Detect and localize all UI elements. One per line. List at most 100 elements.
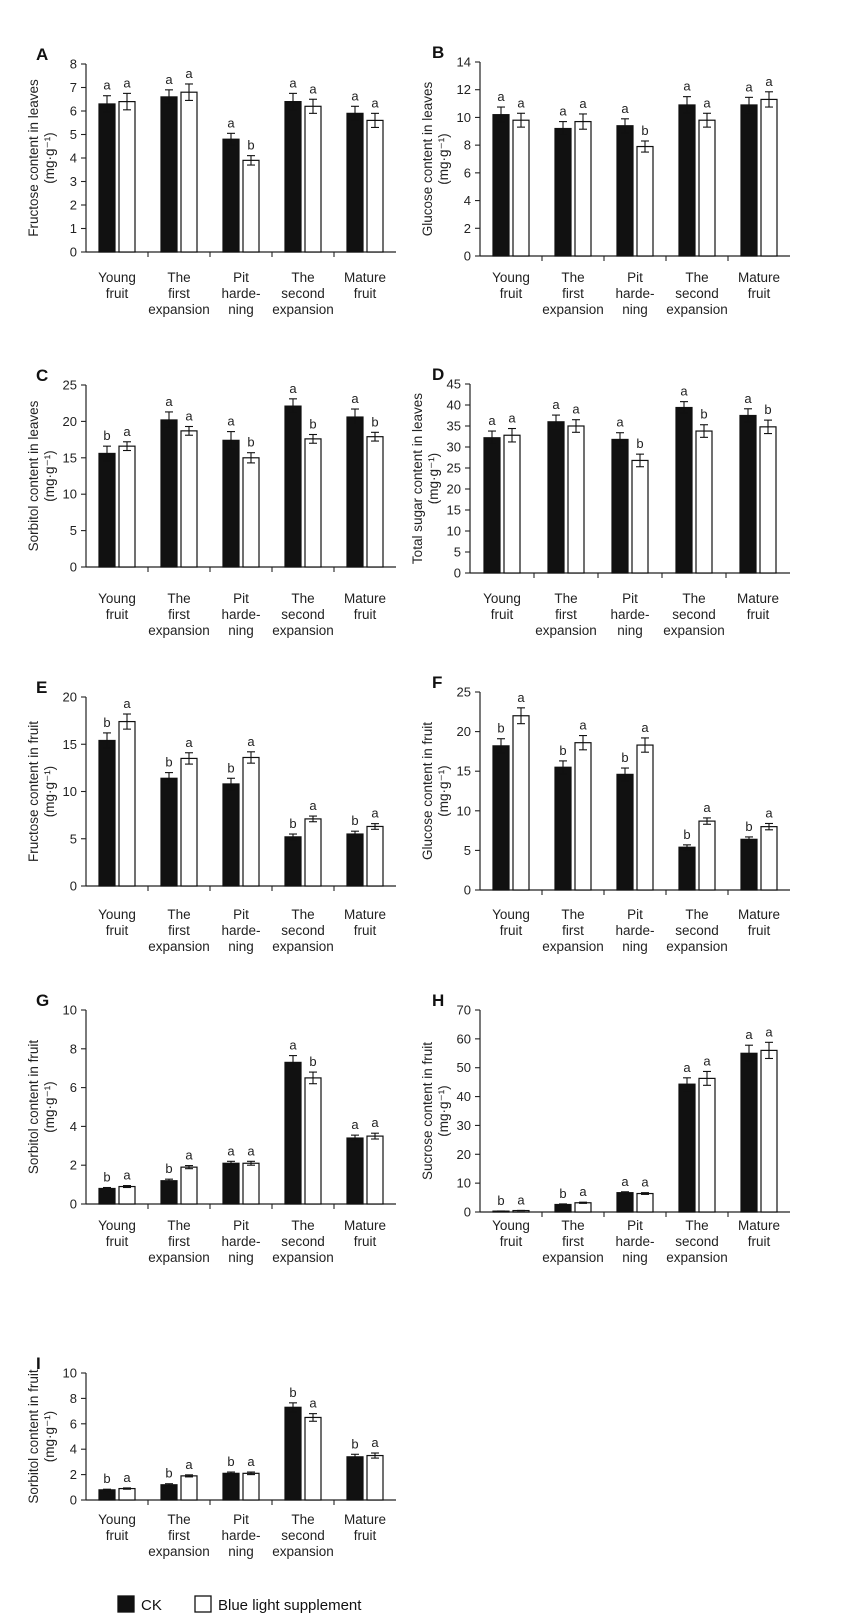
errorbar-a-blue-2 [247,155,255,166]
category-label-e-2: Pit harde-ning [221,907,260,954]
bar-i-ck-4 [346,1456,364,1501]
sig-letter-a-ck-4: a [351,88,359,103]
sig-letter-g-ck-3: a [289,1038,297,1053]
chart-d: D Total sugar content in leaves (mg·g⁻¹) 0 5… [410,365,790,638]
bar-f-blue-2 [636,744,654,891]
category-line: The [167,907,190,922]
errorbar-d-blue-3 [700,424,708,438]
errorbar-f-blue-0 [517,707,525,725]
category-line: Young [98,907,136,922]
bar-b-ck-3 [678,104,696,257]
category-line: The [167,1218,190,1233]
category-label-d-2: Pit harde-ning [610,591,649,638]
errorbar-a-ck-1 [165,89,173,105]
category-line: fruit [748,286,771,301]
category-line: second [281,1234,325,1249]
category-line: expansion [666,1250,728,1265]
bar-b-blue-4 [760,98,778,257]
ytick-label-h-0: 0 [464,1205,471,1220]
bar-b-blue-0 [512,119,530,257]
category-line: fruit [748,923,771,938]
sig-letter-e-ck-3: b [289,816,296,831]
bar-c-ck-0 [98,452,116,568]
errorbar-g-ck-2 [227,1160,235,1166]
category-line: harde- [221,1234,260,1249]
sig-letter-g-ck-2: a [227,1143,235,1158]
bar-a-blue-1 [180,91,198,253]
category-label-e-4: Mature fruit [344,907,386,938]
category-label-f-0: Young fruit [492,907,530,938]
bar-f-blue-4 [760,826,778,891]
bar-c-ck-2 [222,439,240,568]
bar-a-ck-1 [160,96,178,253]
bar-f-ck-1 [554,766,572,891]
category-line: ning [228,302,254,317]
errorbar-c-ck-1 [165,411,173,429]
ytick-label-d-1: 5 [454,545,461,560]
errorbar-d-ck-2 [616,432,624,447]
category-label-g-2: Pit harde-ning [221,1218,260,1265]
category-line: Pit [233,1512,249,1527]
sig-letter-h-ck-0: b [497,1193,504,1208]
category-line: expansion [148,623,210,638]
category-line: The [561,1218,584,1233]
errorbar-c-ck-0 [103,445,111,462]
category-line: Mature [737,591,779,606]
category-line: The [561,270,584,285]
errorbar-a-ck-2 [227,132,235,146]
ylabel-unit-f: (mg·g⁻¹) [436,765,451,816]
category-label-b-1: The first expansion [542,270,604,317]
bar-a-ck-3 [284,100,302,253]
sig-letter-e-ck-1: b [165,755,172,770]
category-label-b-0: Young fruit [492,270,530,301]
category-label-h-2: Pit harde-ning [615,1218,654,1265]
category-line: The [682,591,705,606]
bar-h-ck-3 [678,1083,696,1213]
bar-b-ck-0 [492,114,510,257]
ytick-label-e-0: 0 [70,879,77,894]
errorbar-g-blue-2 [247,1160,255,1166]
ylabel-g: Sorbitol content in fruit [26,1040,41,1175]
sig-letter-d-blue-2: b [636,436,643,451]
errorbar-a-blue-1 [185,83,193,101]
sig-letter-a-blue-0: a [123,75,131,90]
ytick-label-g-4: 8 [70,1041,77,1056]
sig-letter-i-ck-0: b [103,1471,110,1486]
sig-letter-g-blue-1: a [185,1148,193,1163]
ytick-label-g-3: 6 [70,1080,77,1095]
ytick-label-i-1: 2 [70,1467,77,1482]
category-label-d-1: The first expansion [535,591,597,638]
ylabel-i: Sorbitol content in fruit [26,1369,41,1504]
sig-letter-d-ck-2: a [616,415,624,430]
category-line: The [685,907,708,922]
legend-swatch-ck [117,1595,135,1613]
sig-letter-b-blue-4: a [765,74,773,89]
bar-e-blue-1 [180,757,198,887]
sig-letter-c-ck-3: a [289,381,297,396]
errorbar-h-blue-1 [579,1201,587,1204]
bar-d-ck-1 [547,421,565,574]
sig-letter-e-ck-0: b [103,715,110,730]
ylabel-unit-i: (mg·g⁻¹) [42,1411,57,1462]
ylabel-h: Sucrose content in fruit [420,1042,435,1180]
sig-letter-g-ck-0: b [103,1170,110,1185]
ytick-label-c-0: 0 [70,560,77,575]
category-label-c-1: The first expansion [148,591,210,638]
category-label-f-1: The first expansion [542,907,604,954]
errorbar-g-ck-3 [289,1055,297,1070]
category-line: The [561,907,584,922]
errorbar-f-blue-2 [641,737,649,753]
panel-letter-h: H [432,991,444,1010]
sig-letter-a-blue-4: a [371,95,379,110]
panel-letter-e: E [36,678,47,697]
category-line: expansion [272,1250,334,1265]
errorbar-e-blue-0 [123,713,131,730]
bar-h-blue-1 [574,1202,592,1213]
sig-letter-a-ck-3: a [289,75,297,90]
bar-e-blue-0 [118,720,136,887]
category-line: second [675,286,719,301]
sig-letter-i-blue-3: a [309,1396,317,1411]
category-line: harde- [610,607,649,622]
bar-i-blue-3 [304,1416,322,1501]
ytick-label-d-7: 35 [447,419,461,434]
